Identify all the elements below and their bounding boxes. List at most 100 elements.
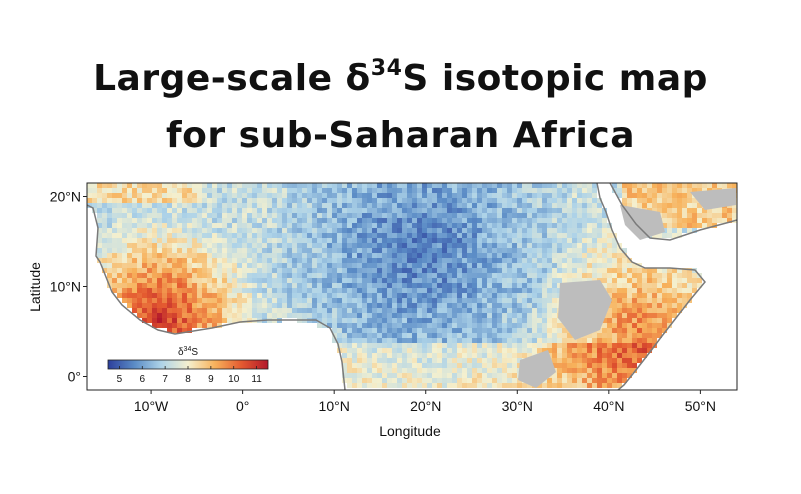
raster-cell [547,208,552,213]
raster-cell [262,293,267,298]
raster-cell [447,283,452,288]
raster-cell [707,213,712,218]
raster-cell [257,313,262,318]
raster-cell [387,323,392,328]
raster-cell [107,213,112,218]
raster-cell [682,193,687,198]
raster-cell [427,338,432,343]
raster-cell [422,323,427,328]
raster-cell [337,223,342,228]
raster-cell [472,283,477,288]
raster-cell [417,333,422,338]
raster-cell [512,248,517,253]
raster-cell [517,323,522,328]
raster-cell [367,278,372,283]
raster-cell [437,348,442,353]
raster-cell [377,348,382,353]
raster-cell [442,313,447,318]
raster-cell [302,248,307,253]
raster-cell [97,253,102,258]
raster-cell [667,283,672,288]
raster-cell [372,283,377,288]
raster-cell [437,278,442,283]
raster-cell [292,228,297,233]
raster-cell [577,183,582,188]
raster-cell [647,333,652,338]
raster-cell [577,353,582,358]
raster-cell [352,348,357,353]
raster-cell [392,308,397,313]
raster-cell [647,318,652,323]
raster-cell [627,203,632,208]
raster-cell [487,343,492,348]
raster-cell [327,183,332,188]
raster-cell [312,223,317,228]
raster-cell [432,253,437,258]
raster-cell [102,228,107,233]
raster-cell [347,343,352,348]
raster-cell [457,378,462,383]
raster-cell [497,283,502,288]
raster-cell [582,233,587,238]
raster-cell [332,308,337,313]
raster-cell [577,233,582,238]
raster-cell [667,213,672,218]
raster-cell [332,253,337,258]
raster-cell [607,378,612,383]
raster-cell [647,308,652,313]
raster-cell [257,283,262,288]
raster-cell [512,358,517,363]
raster-cell [527,298,532,303]
title-prefix: Large-scale δ [93,58,371,99]
raster-cell [562,268,567,273]
raster-cell [627,373,632,378]
raster-cell [282,238,287,243]
raster-cell [577,228,582,233]
raster-cell [642,278,647,283]
raster-cell [347,213,352,218]
raster-cell [517,298,522,303]
raster-cell [632,318,637,323]
raster-cell [437,233,442,238]
raster-cell [157,183,162,188]
raster-cell [562,258,567,263]
raster-cell [652,273,657,278]
raster-cell [352,258,357,263]
raster-cell [637,323,642,328]
raster-cell [532,208,537,213]
raster-cell [332,273,337,278]
raster-cell [412,258,417,263]
raster-cell [247,183,252,188]
raster-cell [637,293,642,298]
raster-cell [402,228,407,233]
raster-cell [552,283,557,288]
raster-cell [452,248,457,253]
raster-cell [472,288,477,293]
raster-cell [92,208,97,213]
raster-cell [457,248,462,253]
raster-cell [227,223,232,228]
raster-cell [177,228,182,233]
raster-cell [462,378,467,383]
raster-cell [502,213,507,218]
raster-cell [732,183,737,188]
raster-cell [292,223,297,228]
raster-cell [192,313,197,318]
raster-cell [542,258,547,263]
raster-cell [187,233,192,238]
raster-cell [597,213,602,218]
raster-cell [672,203,677,208]
raster-cell [477,253,482,258]
raster-cell [447,198,452,203]
raster-cell [352,373,357,378]
raster-cell [237,193,242,198]
raster-cell [607,233,612,238]
raster-cell [187,313,192,318]
raster-cell [137,253,142,258]
raster-cell [142,283,147,288]
raster-cell [242,248,247,253]
raster-cell [387,298,392,303]
x-tick-label: 40°N [593,398,624,414]
raster-cell [472,383,477,388]
raster-cell [512,218,517,223]
